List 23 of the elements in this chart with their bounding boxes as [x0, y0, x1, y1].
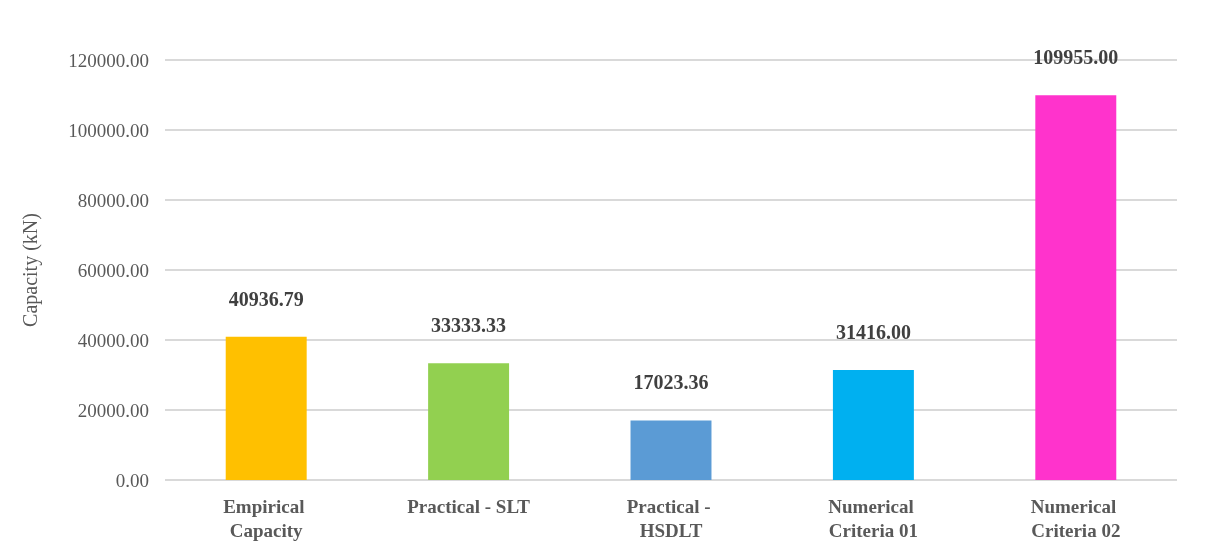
data-label: 31416.00 — [835, 321, 911, 344]
y-tick-label: 120000.00 — [68, 49, 149, 71]
y-tick-label: 20000.00 — [77, 399, 149, 421]
y-tick-label: 100000.00 — [68, 119, 149, 141]
x-tick-label: Practical - HSDLT — [626, 495, 716, 541]
x-tick-label: Empirical Capacity — [223, 495, 310, 541]
y-tick-label: 0.00 — [115, 469, 149, 491]
data-label: 33333.33 — [431, 314, 507, 337]
bar — [630, 420, 712, 480]
x-tick-label: Practical - SLT — [407, 495, 531, 517]
data-label: 40936.79 — [228, 287, 304, 310]
y-tick-label: 60000.00 — [77, 259, 149, 281]
x-tick-label: Numerical Criteria 01 — [828, 495, 919, 541]
bar — [832, 370, 914, 480]
bar — [1035, 95, 1117, 480]
y-tick-label: 80000.00 — [77, 189, 149, 211]
bar — [225, 336, 307, 480]
bar — [428, 363, 510, 480]
y-axis-title: Capacity (kN) — [19, 213, 42, 327]
y-tick-label: 40000.00 — [77, 329, 149, 351]
data-label: 17023.36 — [633, 371, 709, 394]
data-label: 109955.00 — [1033, 46, 1119, 69]
x-tick-label: Numerical Criteria 02 — [1030, 495, 1121, 541]
